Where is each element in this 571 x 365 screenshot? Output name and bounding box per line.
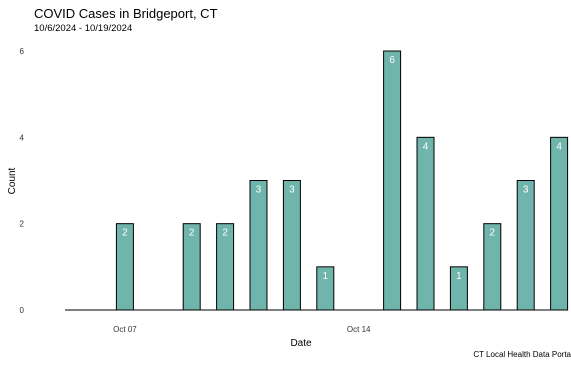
bar xyxy=(282,180,301,311)
bars: 2 2 2 3 3 1 6 4 1 2 3 4 xyxy=(115,50,569,311)
bar-value-label: 2 xyxy=(222,228,228,239)
chart-subtitle: 10/6/2024 - 10/19/2024 xyxy=(34,23,133,34)
bar xyxy=(550,136,569,311)
x-axis-title: Date xyxy=(290,338,312,349)
y-tick-label: 6 xyxy=(20,47,25,56)
bar-value-label: 3 xyxy=(256,185,262,196)
bar xyxy=(516,180,535,311)
bar xyxy=(416,136,435,311)
bar-value-label: 4 xyxy=(423,141,429,152)
bar xyxy=(249,180,268,311)
y-tick-label: 0 xyxy=(20,306,25,315)
y-tick-label: 2 xyxy=(20,220,25,229)
y-axis-title: Count xyxy=(7,167,18,194)
bar-value-label: 1 xyxy=(323,271,329,282)
bar-value-label: 6 xyxy=(389,55,395,66)
chart-caption: CT Local Health Data Porta xyxy=(473,350,571,359)
y-tick-label: 4 xyxy=(20,133,25,142)
bar-value-label: 2 xyxy=(122,228,128,239)
x-tick-label: Oct 07 xyxy=(113,325,137,334)
bar-value-label: 3 xyxy=(289,185,295,196)
bar-value-label: 3 xyxy=(523,185,529,196)
y-axis-ticks: 0 2 4 6 xyxy=(20,47,25,315)
x-tick-label: Oct 14 xyxy=(347,325,371,334)
bar xyxy=(383,50,402,311)
bar-value-label: 4 xyxy=(556,141,562,152)
x-axis-ticks: Oct 07 Oct 14 xyxy=(113,325,371,334)
bar-value-label: 2 xyxy=(490,228,496,239)
chart-title: COVID Cases in Bridgeport, CT xyxy=(34,6,218,21)
bar-value-label: 2 xyxy=(189,228,195,239)
bar-value-label: 1 xyxy=(456,271,462,282)
